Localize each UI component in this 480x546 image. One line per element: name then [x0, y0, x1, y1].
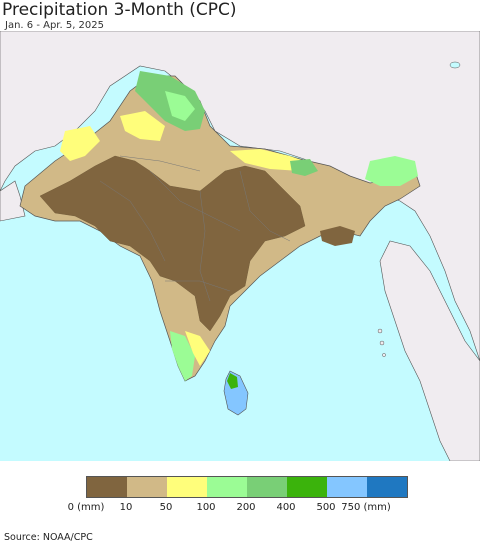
lake — [449, 61, 461, 69]
land-outside-east — [379, 240, 480, 461]
legend-swatch-4 — [247, 477, 287, 497]
map-date-range: Jan. 6 - Apr. 5, 2025 — [5, 20, 105, 31]
legend-tick-3: 100 — [196, 502, 216, 513]
green-northeast — [365, 156, 418, 186]
legend-swatch-6 — [327, 477, 367, 497]
legend-tick-1: 10 — [119, 502, 133, 513]
legend-swatch-0 — [87, 477, 127, 497]
bengal-delta — [320, 226, 355, 246]
legend-swatch-1 — [127, 477, 167, 497]
legend-swatch-3 — [207, 477, 247, 497]
kerala-coast — [170, 331, 195, 381]
light-green-kashmir — [165, 91, 195, 121]
legend-tick-6: 500 — [316, 502, 336, 513]
legend-tick-0: 0 (mm) — [67, 502, 105, 513]
andaman-islands — [377, 328, 386, 357]
green-bhutan — [290, 159, 318, 176]
map-title: Precipitation 3-Month (CPC) — [2, 0, 237, 20]
source-credit: Source: NOAA/CPC — [4, 532, 93, 543]
yellow-gangetic — [230, 149, 310, 171]
legend-swatch-7 — [367, 477, 407, 497]
legend-tick-4: 200 — [236, 502, 256, 513]
legend-swatch-5 — [287, 477, 327, 497]
yellow-north-strip — [120, 111, 165, 141]
yellow-northwest — [60, 126, 100, 161]
legend-tick-5: 400 — [276, 502, 296, 513]
legend-tick-7: 750 (mm) — [341, 502, 391, 513]
legend-swatch-2 — [167, 477, 207, 497]
kerala-yellow — [185, 331, 210, 366]
legend-tick-2: 50 — [159, 502, 173, 513]
sri-lanka-green — [227, 373, 238, 389]
precipitation-map — [0, 31, 480, 461]
state-borders — [99, 155, 291, 302]
precipitation-legend — [86, 476, 408, 498]
dry-interior — [39, 155, 306, 332]
